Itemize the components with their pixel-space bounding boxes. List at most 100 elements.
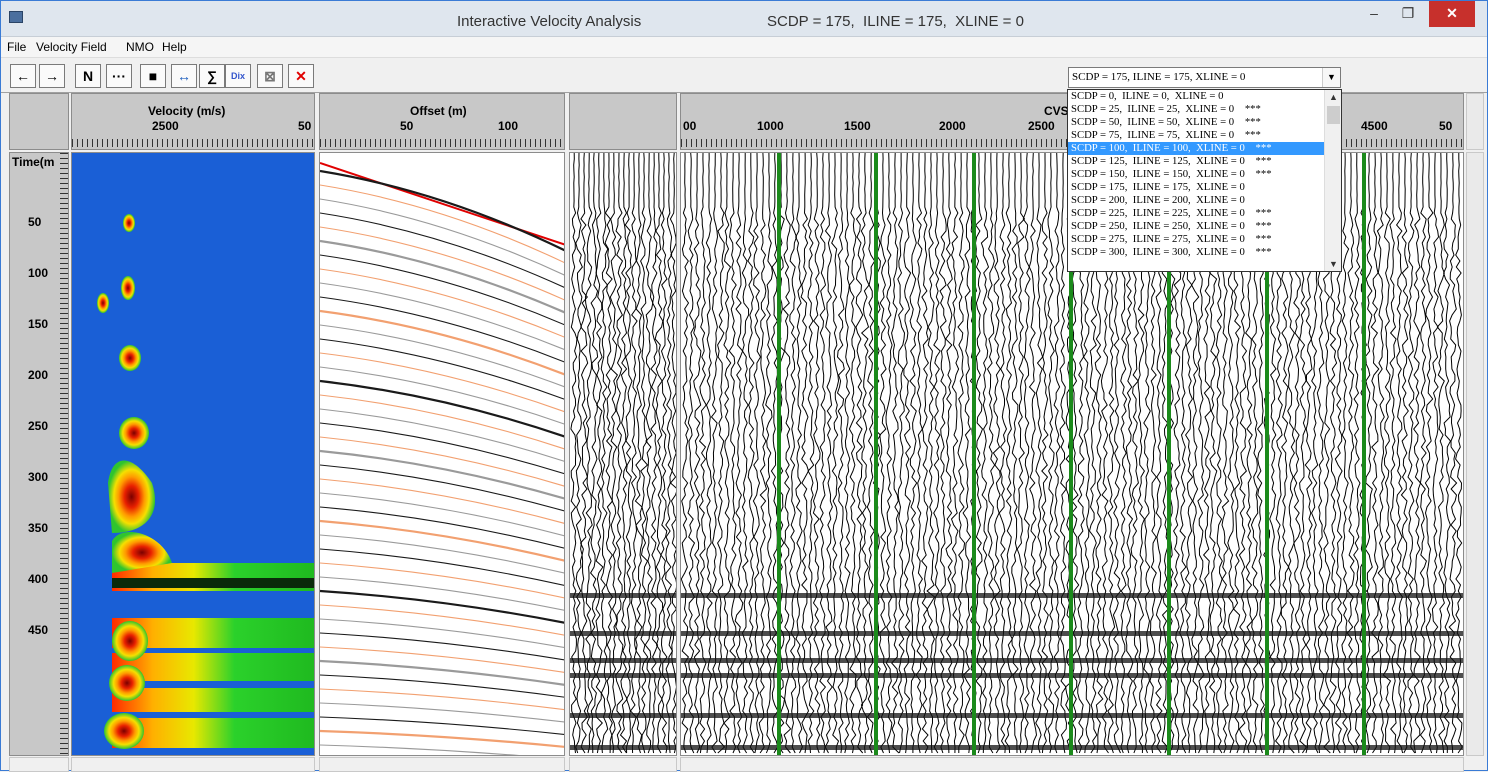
seismic-trace [1041, 153, 1049, 754]
seismic-trace [831, 153, 840, 753]
reflector-line [320, 548, 564, 586]
seismic-trace [634, 153, 643, 754]
velocity-tick: 2500 [152, 119, 179, 133]
reflector-line [320, 702, 564, 723]
seismic-trace [717, 153, 726, 754]
sum-button[interactable]: ∑ [199, 64, 225, 88]
cvs-velocity-line [777, 153, 781, 755]
velocity-ruler [72, 139, 314, 147]
reflector-line [320, 674, 564, 698]
scroll-down-icon[interactable]: ▼ [1329, 259, 1338, 269]
seismic-trace [897, 153, 906, 754]
dropdown-option[interactable]: SCDP = 125, ILINE = 125, XLINE = 0 *** [1071, 155, 1272, 167]
cvs-hscroll[interactable] [680, 757, 1464, 772]
time-tick: 150 [28, 317, 49, 331]
reflector-line [320, 589, 564, 624]
seismic-trace [1424, 153, 1434, 754]
seismic-trace [1395, 153, 1404, 754]
seismic-trace [992, 153, 1001, 754]
reflector-line [320, 324, 564, 388]
reflector-line [320, 282, 564, 350]
menu-velocity-field[interactable]: Velocity Field [36, 40, 107, 54]
dropdown-option[interactable]: SCDP = 100, ILINE = 100, XLINE = 0 *** [1068, 142, 1324, 155]
reflector-line [320, 632, 564, 661]
time-hscroll[interactable] [9, 757, 69, 772]
seismic-trace [600, 153, 609, 754]
seismic-trace [885, 153, 893, 754]
stack-panel[interactable] [569, 152, 677, 756]
stack-plot [570, 153, 676, 754]
reflector-line [320, 226, 564, 301]
menu-file[interactable]: File [7, 40, 27, 54]
location-select[interactable]: SCDP = 175, ILINE = 175, XLINE = 0 ▼ [1068, 67, 1341, 88]
cvs-tick: 2500 [1028, 119, 1055, 133]
clear-button[interactable]: ⊠ [257, 64, 283, 88]
semblance-band [112, 578, 314, 588]
seismic-trace [765, 153, 774, 754]
seismic-trace [1346, 153, 1355, 754]
cvs-tick: 4500 [1361, 119, 1388, 133]
semblance-panel[interactable] [71, 152, 315, 756]
seismic-trace [938, 153, 947, 754]
dropdown-scrollbar[interactable]: ▲ ▼ [1324, 90, 1341, 271]
minimize-button[interactable]: – [1370, 5, 1378, 21]
main-scrollbar[interactable] [1466, 152, 1484, 756]
dropdown-option[interactable]: SCDP = 225, ILINE = 225, XLINE = 0 *** [1071, 207, 1272, 219]
stack-hscroll[interactable] [569, 757, 677, 772]
delete-button[interactable]: ✕ [288, 64, 314, 88]
seismic-trace [1448, 153, 1458, 754]
close-button[interactable]: ✕ [1429, 1, 1475, 27]
location-dropdown-list[interactable]: SCDP = 0, ILINE = 0, XLINE = 0 SCDP = 25,… [1067, 89, 1342, 272]
semblance-band [112, 653, 314, 681]
dropdown-option[interactable]: SCDP = 0, ILINE = 0, XLINE = 0 [1071, 90, 1224, 102]
gather-panel[interactable] [319, 152, 565, 756]
next-button[interactable]: → [39, 64, 65, 88]
velocity-hscroll[interactable] [71, 757, 315, 772]
seismic-event [570, 658, 676, 663]
menu-nmo[interactable]: NMO [126, 40, 154, 54]
prev-button[interactable]: ← [10, 64, 36, 88]
save-button[interactable]: ■ [140, 64, 166, 88]
seismic-trace [980, 153, 990, 754]
window-location: SCDP = 175, ILINE = 175, XLINE = 0 [767, 13, 1024, 30]
dropdown-option[interactable]: SCDP = 275, ILINE = 275, XLINE = 0 *** [1071, 233, 1272, 245]
seismic-trace [836, 153, 845, 754]
offset-hscroll[interactable] [319, 757, 565, 772]
cvs-velocity-line [1362, 153, 1366, 755]
more-button[interactable]: ··· [106, 64, 132, 88]
dropdown-option[interactable]: SCDP = 300, ILINE = 300, XLINE = 0 *** [1071, 246, 1272, 258]
reflector-line [320, 309, 564, 376]
time-axis-label: Time(m [12, 155, 55, 169]
time-ruler [60, 153, 68, 755]
reflector-line [320, 408, 564, 462]
reflector-line [320, 478, 564, 524]
dropdown-option[interactable]: SCDP = 25, ILINE = 25, XLINE = 0 *** [1071, 103, 1261, 115]
n-button[interactable]: N [75, 64, 101, 88]
dropdown-option[interactable]: SCDP = 50, ILINE = 50, XLINE = 0 *** [1071, 116, 1261, 128]
seismic-trace [986, 153, 996, 754]
seismic-trace [741, 153, 750, 754]
maximize-button[interactable]: ❐ [1401, 5, 1415, 21]
title-bar: Interactive Velocity Analysis SCDP = 175… [1, 1, 1487, 37]
dropdown-option[interactable]: SCDP = 150, ILINE = 150, XLINE = 0 *** [1071, 168, 1272, 180]
dropdown-option[interactable]: SCDP = 175, ILINE = 175, XLINE = 0 [1071, 181, 1245, 193]
seismic-trace [909, 153, 918, 753]
dropdown-option[interactable]: SCDP = 200, ILINE = 200, XLINE = 0 [1071, 194, 1245, 206]
dix-button[interactable]: Dix [225, 64, 251, 88]
pick-button[interactable]: ↔ [171, 64, 197, 88]
menu-help[interactable]: Help [162, 40, 187, 54]
header-scrollbar[interactable] [1466, 93, 1484, 150]
dropdown-option[interactable]: SCDP = 75, ILINE = 75, XLINE = 0 *** [1071, 129, 1261, 141]
chevron-down-icon[interactable]: ▼ [1322, 68, 1340, 87]
dropdown-option[interactable]: SCDP = 250, ILINE = 250, XLINE = 0 *** [1071, 220, 1272, 232]
scroll-thumb[interactable] [1327, 106, 1340, 124]
seismic-trace [723, 153, 732, 754]
seismic-trace [693, 153, 702, 754]
seismic-trace [654, 153, 664, 754]
seismic-trace [891, 153, 900, 754]
seismic-trace [752, 153, 762, 754]
scroll-up-icon[interactable]: ▲ [1329, 92, 1338, 102]
time-tick: 400 [28, 572, 49, 586]
seismic-trace [866, 153, 876, 754]
